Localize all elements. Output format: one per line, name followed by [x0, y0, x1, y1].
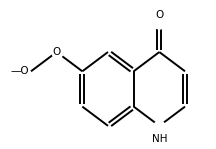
Text: —O: —O [11, 66, 29, 76]
Text: NH: NH [152, 134, 167, 144]
Text: O: O [52, 47, 61, 57]
Text: O: O [155, 10, 164, 20]
